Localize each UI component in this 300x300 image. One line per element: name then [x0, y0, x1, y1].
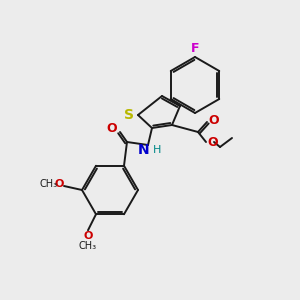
Text: O: O	[54, 179, 64, 189]
Text: F: F	[191, 41, 199, 55]
Text: S: S	[124, 108, 134, 122]
Text: N: N	[138, 143, 150, 157]
Text: O: O	[83, 231, 93, 241]
Text: O: O	[208, 136, 218, 148]
Text: H: H	[153, 145, 161, 155]
Text: O: O	[107, 122, 117, 136]
Text: CH₃: CH₃	[40, 179, 58, 189]
Text: CH₃: CH₃	[79, 241, 97, 251]
Text: O: O	[209, 115, 219, 128]
